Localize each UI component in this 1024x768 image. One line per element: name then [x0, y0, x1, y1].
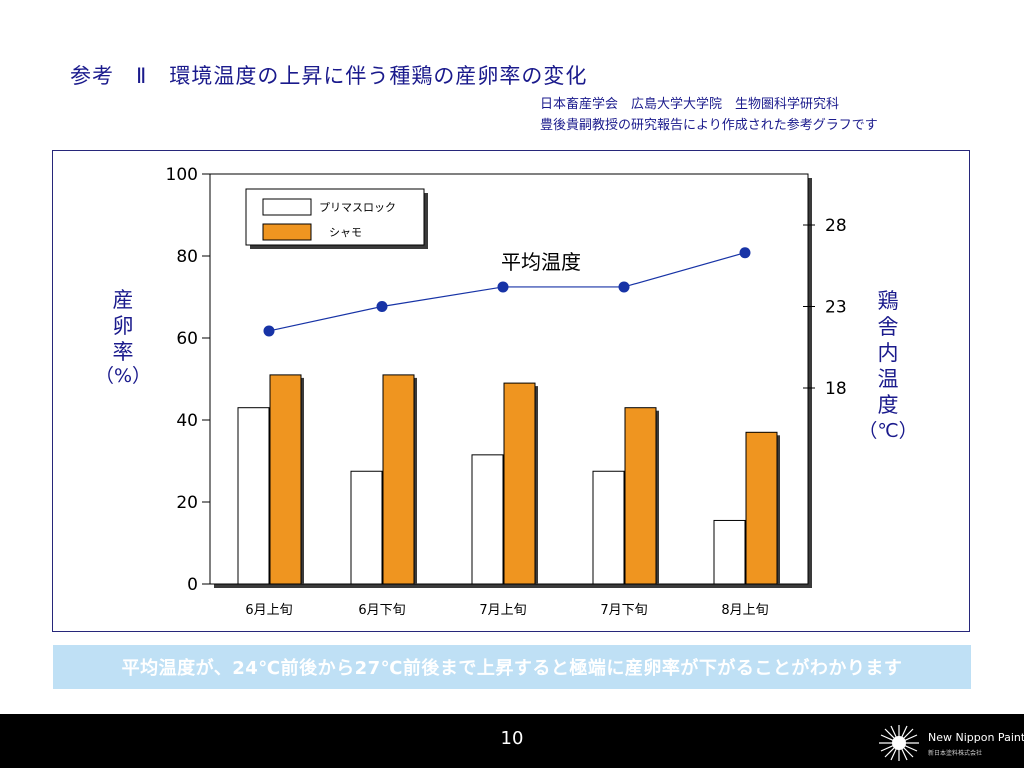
temperature-point: [618, 281, 630, 293]
temperature-point: [376, 301, 388, 312]
x-tick-label: 7月上旬: [479, 603, 526, 618]
temperature-point: [263, 325, 275, 337]
y2-axis-title-char: 内: [878, 341, 899, 365]
y2-tick-label: 18: [825, 379, 847, 399]
page-number: 10: [500, 728, 524, 749]
bar-primus: [471, 454, 504, 585]
y-tick-label: 80: [176, 247, 198, 267]
y2-axis-title-char: 温: [878, 367, 899, 391]
temperature-point: [497, 281, 509, 293]
y-axis-title-char: 産: [113, 288, 134, 312]
bar-shamo: [745, 431, 778, 585]
chart-svg: 0 20 40 60 80 100 18 23 28 6月上旬 6月下旬 7月上旬 7月下旬 8月上旬 平均…: [95, 165, 918, 618]
y-tick-label: 60: [176, 329, 198, 349]
y2-axis-title-char: 鶏: [878, 289, 899, 313]
y-axis-title-char: 率: [113, 340, 134, 364]
y-tick-label: 100: [166, 165, 198, 185]
temperature-point: [739, 247, 751, 259]
slide-title: 参考 Ⅱ 環境温度の上昇に伴う種鶏の産卵率の変化: [70, 64, 588, 88]
bar-primus: [592, 470, 625, 585]
x-tick-label: 8月上旬: [721, 603, 768, 618]
source-line-1: 日本畜産学会 広島大学大学院 生物圏科学研究科: [540, 97, 840, 112]
brand-logo: New Nippon Paint 新日本塗料株式会社: [876, 723, 1024, 763]
y-tick-label: 40: [176, 411, 198, 431]
bar-primus: [350, 470, 383, 585]
x-tick-label: 7月下旬: [600, 603, 647, 618]
chart-frame: 0 20 40 60 80 100 18 23 28 6月上旬 6月下旬 7月上旬 7月下旬 8月上旬 平均…: [52, 150, 970, 632]
bar-primus: [237, 407, 270, 585]
temperature-line-label: 平均温度: [501, 250, 581, 274]
y-tick-label: 0: [187, 575, 198, 595]
source-citation: 日本畜産学会 広島大学大学院 生物圏科学研究科 豊後貴嗣教授の研究報告により作成…: [540, 94, 878, 136]
footer-bar: 10 New Nippon Paint 新日本塗料株式会社: [0, 714, 1024, 768]
legend-label-shamo: シャモ: [329, 226, 362, 239]
y2-axis-title-unit: （℃）: [858, 420, 917, 442]
y2-tick-label: 23: [825, 298, 847, 318]
brand-name: New Nippon Paint: [928, 731, 1024, 744]
y2-tick-label: 28: [825, 216, 847, 236]
legend-swatch-primus: [262, 198, 312, 216]
bar-shamo: [503, 382, 536, 585]
bar-primus: [713, 519, 746, 585]
x-tick-label: 6月下旬: [358, 603, 405, 618]
x-tick-label: 6月上旬: [245, 603, 292, 618]
bar-shamo: [624, 407, 657, 585]
legend-label-primus: プリマスロック: [319, 201, 396, 214]
legend-swatch-shamo: [262, 223, 312, 241]
source-line-2: 豊後貴嗣教授の研究報告により作成された参考グラフです: [540, 118, 878, 133]
y-axis-title-char: 卵: [113, 314, 134, 338]
note-banner: 平均温度が、24℃前後から27℃前後まで上昇すると極端に産卵率が下がることがわか…: [53, 645, 971, 689]
y-axis-title-unit: （%）: [95, 365, 151, 387]
bar-shamo: [269, 374, 302, 585]
brand-subtitle: 新日本塗料株式会社: [928, 750, 983, 757]
y2-axis-title-char: 舎: [878, 315, 899, 339]
sunburst-icon: [879, 725, 919, 761]
y-tick-label: 20: [176, 493, 198, 513]
y2-axis-title-char: 度: [878, 393, 899, 417]
bar-shamo: [382, 374, 415, 585]
